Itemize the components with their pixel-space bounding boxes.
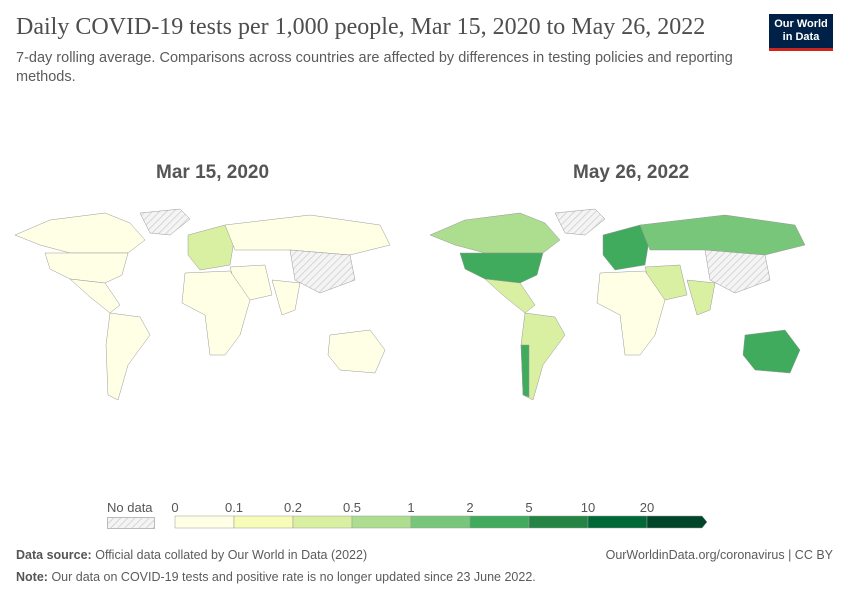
map-title-right: May 26, 2022 bbox=[573, 162, 690, 183]
legend-bin-5[interactable] bbox=[469, 515, 530, 529]
legend-tick-7: 10 bbox=[580, 500, 596, 515]
region-australia[interactable] bbox=[327, 329, 386, 374]
region-russia[interactable] bbox=[224, 214, 391, 256]
world-map-left[interactable] bbox=[10, 205, 420, 405]
legend-tick-5: 2 bbox=[466, 500, 474, 515]
owid-logo[interactable]: Our World in Data bbox=[769, 14, 833, 51]
data-source: Data source: Official data collated by O… bbox=[16, 548, 367, 562]
region-chile[interactable] bbox=[520, 344, 530, 398]
legend-color-bar bbox=[174, 515, 708, 529]
legend-tick-1: 0.1 bbox=[224, 500, 244, 515]
legend-bin-2[interactable] bbox=[292, 515, 353, 529]
legend-tick-8: 20 bbox=[639, 500, 655, 515]
region-north_america[interactable] bbox=[429, 212, 561, 254]
region-russia[interactable] bbox=[639, 214, 806, 256]
legend-bin-8[interactable] bbox=[646, 515, 708, 529]
legend-bin-1[interactable] bbox=[233, 515, 294, 529]
region-greenland[interactable] bbox=[554, 208, 606, 236]
region-china[interactable] bbox=[289, 249, 356, 294]
region-north_america[interactable] bbox=[14, 212, 146, 254]
legend-no-data-swatch bbox=[107, 517, 155, 529]
note-label: Note: bbox=[16, 570, 48, 584]
region-usa[interactable] bbox=[44, 252, 129, 284]
region-south_america[interactable] bbox=[105, 312, 151, 401]
region-africa[interactable] bbox=[181, 270, 251, 356]
note-text: Our data on COVID-19 tests and positive … bbox=[51, 570, 536, 584]
map-title-left: Mar 15, 2020 bbox=[156, 162, 270, 183]
region-latin_america[interactable] bbox=[69, 278, 121, 314]
source-link[interactable]: OurWorldinData.org/coronavirus | CC BY bbox=[605, 548, 833, 562]
legend-bin-0[interactable] bbox=[174, 515, 235, 529]
region-usa[interactable] bbox=[459, 252, 544, 284]
legend-tick-2: 0.2 bbox=[283, 500, 303, 515]
world-map-right[interactable] bbox=[425, 205, 835, 405]
note: Note: Our data on COVID-19 tests and pos… bbox=[16, 570, 536, 584]
legend-tick-3: 0.5 bbox=[342, 500, 362, 515]
chart-subtitle: 7-day rolling average. Comparisons acros… bbox=[16, 50, 733, 85]
region-india[interactable] bbox=[686, 279, 716, 316]
source-label: Data source: bbox=[16, 548, 92, 562]
logo-text: Our World in Data bbox=[774, 18, 828, 43]
legend-tick-0: 0 bbox=[171, 500, 179, 515]
region-australia[interactable] bbox=[742, 329, 801, 374]
legend-tick-6: 5 bbox=[525, 500, 533, 515]
legend-no-data-label: No data bbox=[107, 500, 153, 515]
legend-bin-6[interactable] bbox=[528, 515, 589, 529]
region-china[interactable] bbox=[704, 249, 771, 294]
source-text: Official data collated by Our World in D… bbox=[95, 548, 368, 562]
legend-bin-4[interactable] bbox=[410, 515, 471, 529]
region-africa[interactable] bbox=[596, 270, 666, 356]
region-greenland[interactable] bbox=[139, 208, 191, 236]
legend-bin-3[interactable] bbox=[351, 515, 412, 529]
legend-tick-4: 1 bbox=[407, 500, 415, 515]
region-india[interactable] bbox=[271, 279, 301, 316]
legend-bin-7[interactable] bbox=[587, 515, 648, 529]
chart-title: Daily COVID-19 tests per 1,000 people, M… bbox=[16, 14, 706, 40]
region-latin_america[interactable] bbox=[484, 278, 536, 314]
